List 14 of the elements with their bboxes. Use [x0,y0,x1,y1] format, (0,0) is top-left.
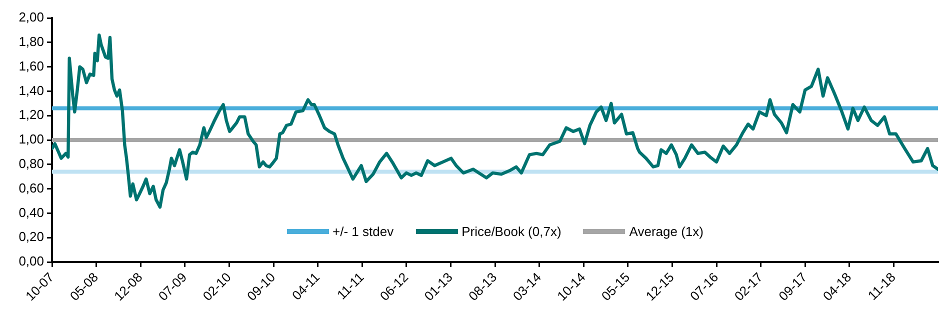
y-tick-label: 2,00 [18,10,44,25]
legend-label: +/- 1 stdev [332,224,394,239]
y-tick-label: 1,00 [18,132,44,147]
y-tick-label: 0,20 [18,229,44,244]
y-tick-label: 0,00 [18,254,44,269]
legend-label: Average (1x) [629,224,704,239]
y-tick-label: 1,60 [18,58,44,74]
y-tick-label: 0,40 [18,204,44,220]
y-tick-label: 0,60 [18,180,44,196]
y-tick-label: 1,20 [18,107,44,122]
legend-label: Price/Book (0,7x) [462,224,562,239]
y-tick-label: 1,80 [18,34,44,49]
y-tick-label: 0,80 [18,156,44,171]
y-tick-label: 1,40 [18,82,44,98]
